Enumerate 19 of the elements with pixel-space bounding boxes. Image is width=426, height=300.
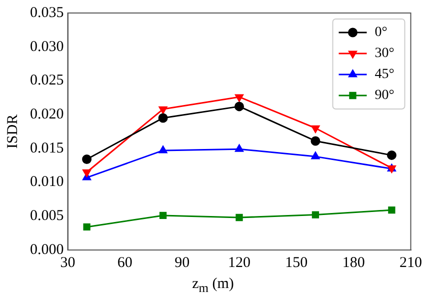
- legend-label: 45°: [374, 67, 394, 82]
- x-tick-label: 180: [342, 254, 365, 271]
- x-tick-label: 120: [228, 254, 250, 271]
- y-tick-label: 0.025: [30, 72, 64, 89]
- y-tick-label: 0.035: [30, 4, 64, 21]
- x-tick-label: 90: [174, 254, 190, 271]
- y-tick-label: 0.015: [30, 140, 64, 156]
- y-axis-title: ISDR: [4, 114, 21, 149]
- y-tick-label: 0.030: [30, 38, 64, 55]
- legend-label: 0°: [374, 25, 388, 40]
- y-tick-label: 0.020: [30, 106, 64, 123]
- x-tick-label: 60: [117, 254, 132, 271]
- legend-label: 30°: [374, 46, 394, 62]
- x-axis-title: z$_{m}$ (m): [191, 276, 235, 296]
- legend-label: 90°: [374, 88, 394, 104]
- y-tick-label: 0.005: [30, 208, 64, 224]
- x-tick-label: 150: [285, 254, 308, 271]
- y-tick-label: 0.010: [30, 174, 64, 190]
- x-tick-label: 210: [400, 254, 422, 271]
